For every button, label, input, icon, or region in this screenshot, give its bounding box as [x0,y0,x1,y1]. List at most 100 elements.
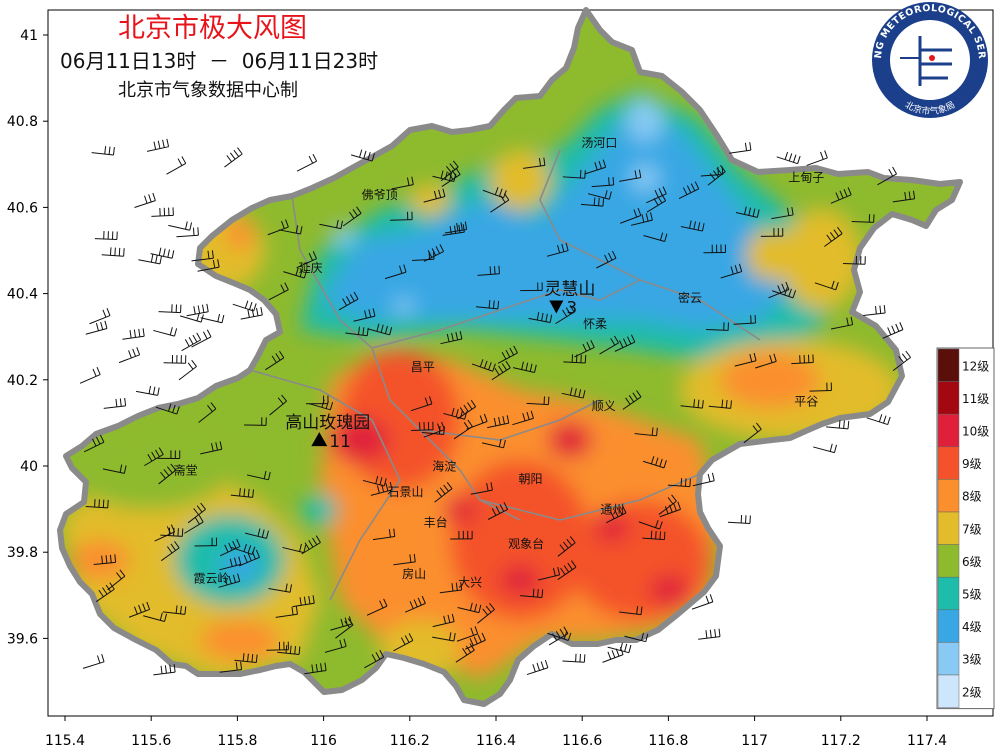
wind-barb [150,247,175,259]
wind-barb [157,450,181,459]
wind-barb [296,153,318,172]
wind-barb [79,366,101,384]
wind-scale-legend: 12级 11级 10级 9级 8级 7级 6级 5级 4级 3级 2级 [936,347,995,710]
legend-label: 11级 [962,392,989,406]
wind-barb [423,244,445,262]
place-label: 昌平 [411,360,435,374]
wind-barb [184,514,204,534]
wind-barb [491,360,511,381]
wind-barb [219,556,242,571]
wind-barb [163,354,187,364]
wind-barb [319,219,344,230]
wind-barb [755,353,777,369]
wind-barb [646,186,667,204]
wind-barb [477,265,500,276]
wind-barb [520,282,543,292]
wind-barb [620,207,642,224]
wind-barb [410,396,433,412]
legend-swatch [937,381,960,415]
wind-barb [698,628,721,640]
legend-swatch [937,674,960,708]
wind-barb [432,613,455,628]
wind-barb [144,447,164,467]
wind-barb [735,206,760,218]
min-station-name: 灵慧山 [544,280,595,300]
wind-barb [107,569,126,591]
y-tick-label: 40.6 [7,200,38,216]
wind-barb [353,308,376,322]
max-station-value: 11 [329,432,351,452]
wind-barb [335,618,354,639]
wind-barb [393,553,416,566]
place-label: 佛爷顶 [362,188,398,202]
wind-barb [892,190,916,203]
wind-barb [95,582,115,603]
wind-barb [155,403,180,415]
wind-barb [882,322,904,339]
wind-barb [160,541,180,562]
wind-barb [877,166,897,186]
map-title: 北京市极大风图 [118,13,307,44]
wind-barb [455,643,475,663]
wind-barb [101,247,125,257]
producer-credit: 北京市气象数据中心制 [118,80,298,101]
wind-barb [824,226,843,247]
wind-barb [642,456,667,469]
wind-barb [265,350,285,371]
y-tick-label: 40.2 [7,373,38,389]
wind-barb [830,316,854,330]
wind-barb [143,612,168,622]
wind-barb [82,654,105,669]
y-tick-label: 40.8 [7,114,38,130]
wind-barb [843,255,866,265]
x-tick-label: 116.6 [562,733,602,749]
legend-swatch [937,348,960,382]
wind-barb [580,197,605,207]
wind-barb [743,422,762,444]
wind-barb [191,250,214,262]
legend-swatch [937,511,960,545]
wind-barb [364,649,385,669]
wind-barb [432,170,457,183]
wind-barb [153,664,176,676]
wind-barb [244,417,267,426]
legend-label: 12级 [962,359,989,373]
wind-barb [91,146,115,156]
wind-barb [277,645,301,655]
wind-barb [160,527,184,537]
wind-barb [122,328,145,340]
place-label: 上甸子 [788,171,824,185]
wind-barb [599,335,619,355]
wind-barb [526,659,549,676]
wind-barb [246,470,271,481]
min-station-marker [549,300,564,314]
wind-barb [557,560,577,581]
wind-barb [136,385,160,396]
y-tick-label: 39.6 [7,631,38,647]
wind-barb [708,399,732,409]
x-tick-label: 115.8 [217,733,257,749]
wind-barb [128,601,151,618]
wind-barb [561,387,586,399]
place-label: 海淀 [432,458,456,473]
y-tick-label: 41 [20,28,38,44]
wind-barb [368,323,393,336]
wind-barb [771,206,794,220]
wind-barb [421,426,445,435]
wind-barb [680,399,704,409]
wind-barb [234,653,258,664]
wind-barb [440,160,459,182]
wind-barb [562,653,586,663]
legend-label: 6级 [962,555,982,569]
y-axis: 41 40.8 40.6 40.4 40.2 40 39.8 39.6 [7,28,48,647]
wind-barb [557,536,576,557]
wind-barb [791,354,814,365]
wind-barb [338,291,359,311]
wind-barb [457,602,482,614]
wind-barb [520,588,544,598]
wind-barb [85,320,108,335]
wind-barb [466,413,488,430]
wind-barb [162,605,187,615]
wind-barb [267,219,289,236]
wind-barb [487,502,509,520]
